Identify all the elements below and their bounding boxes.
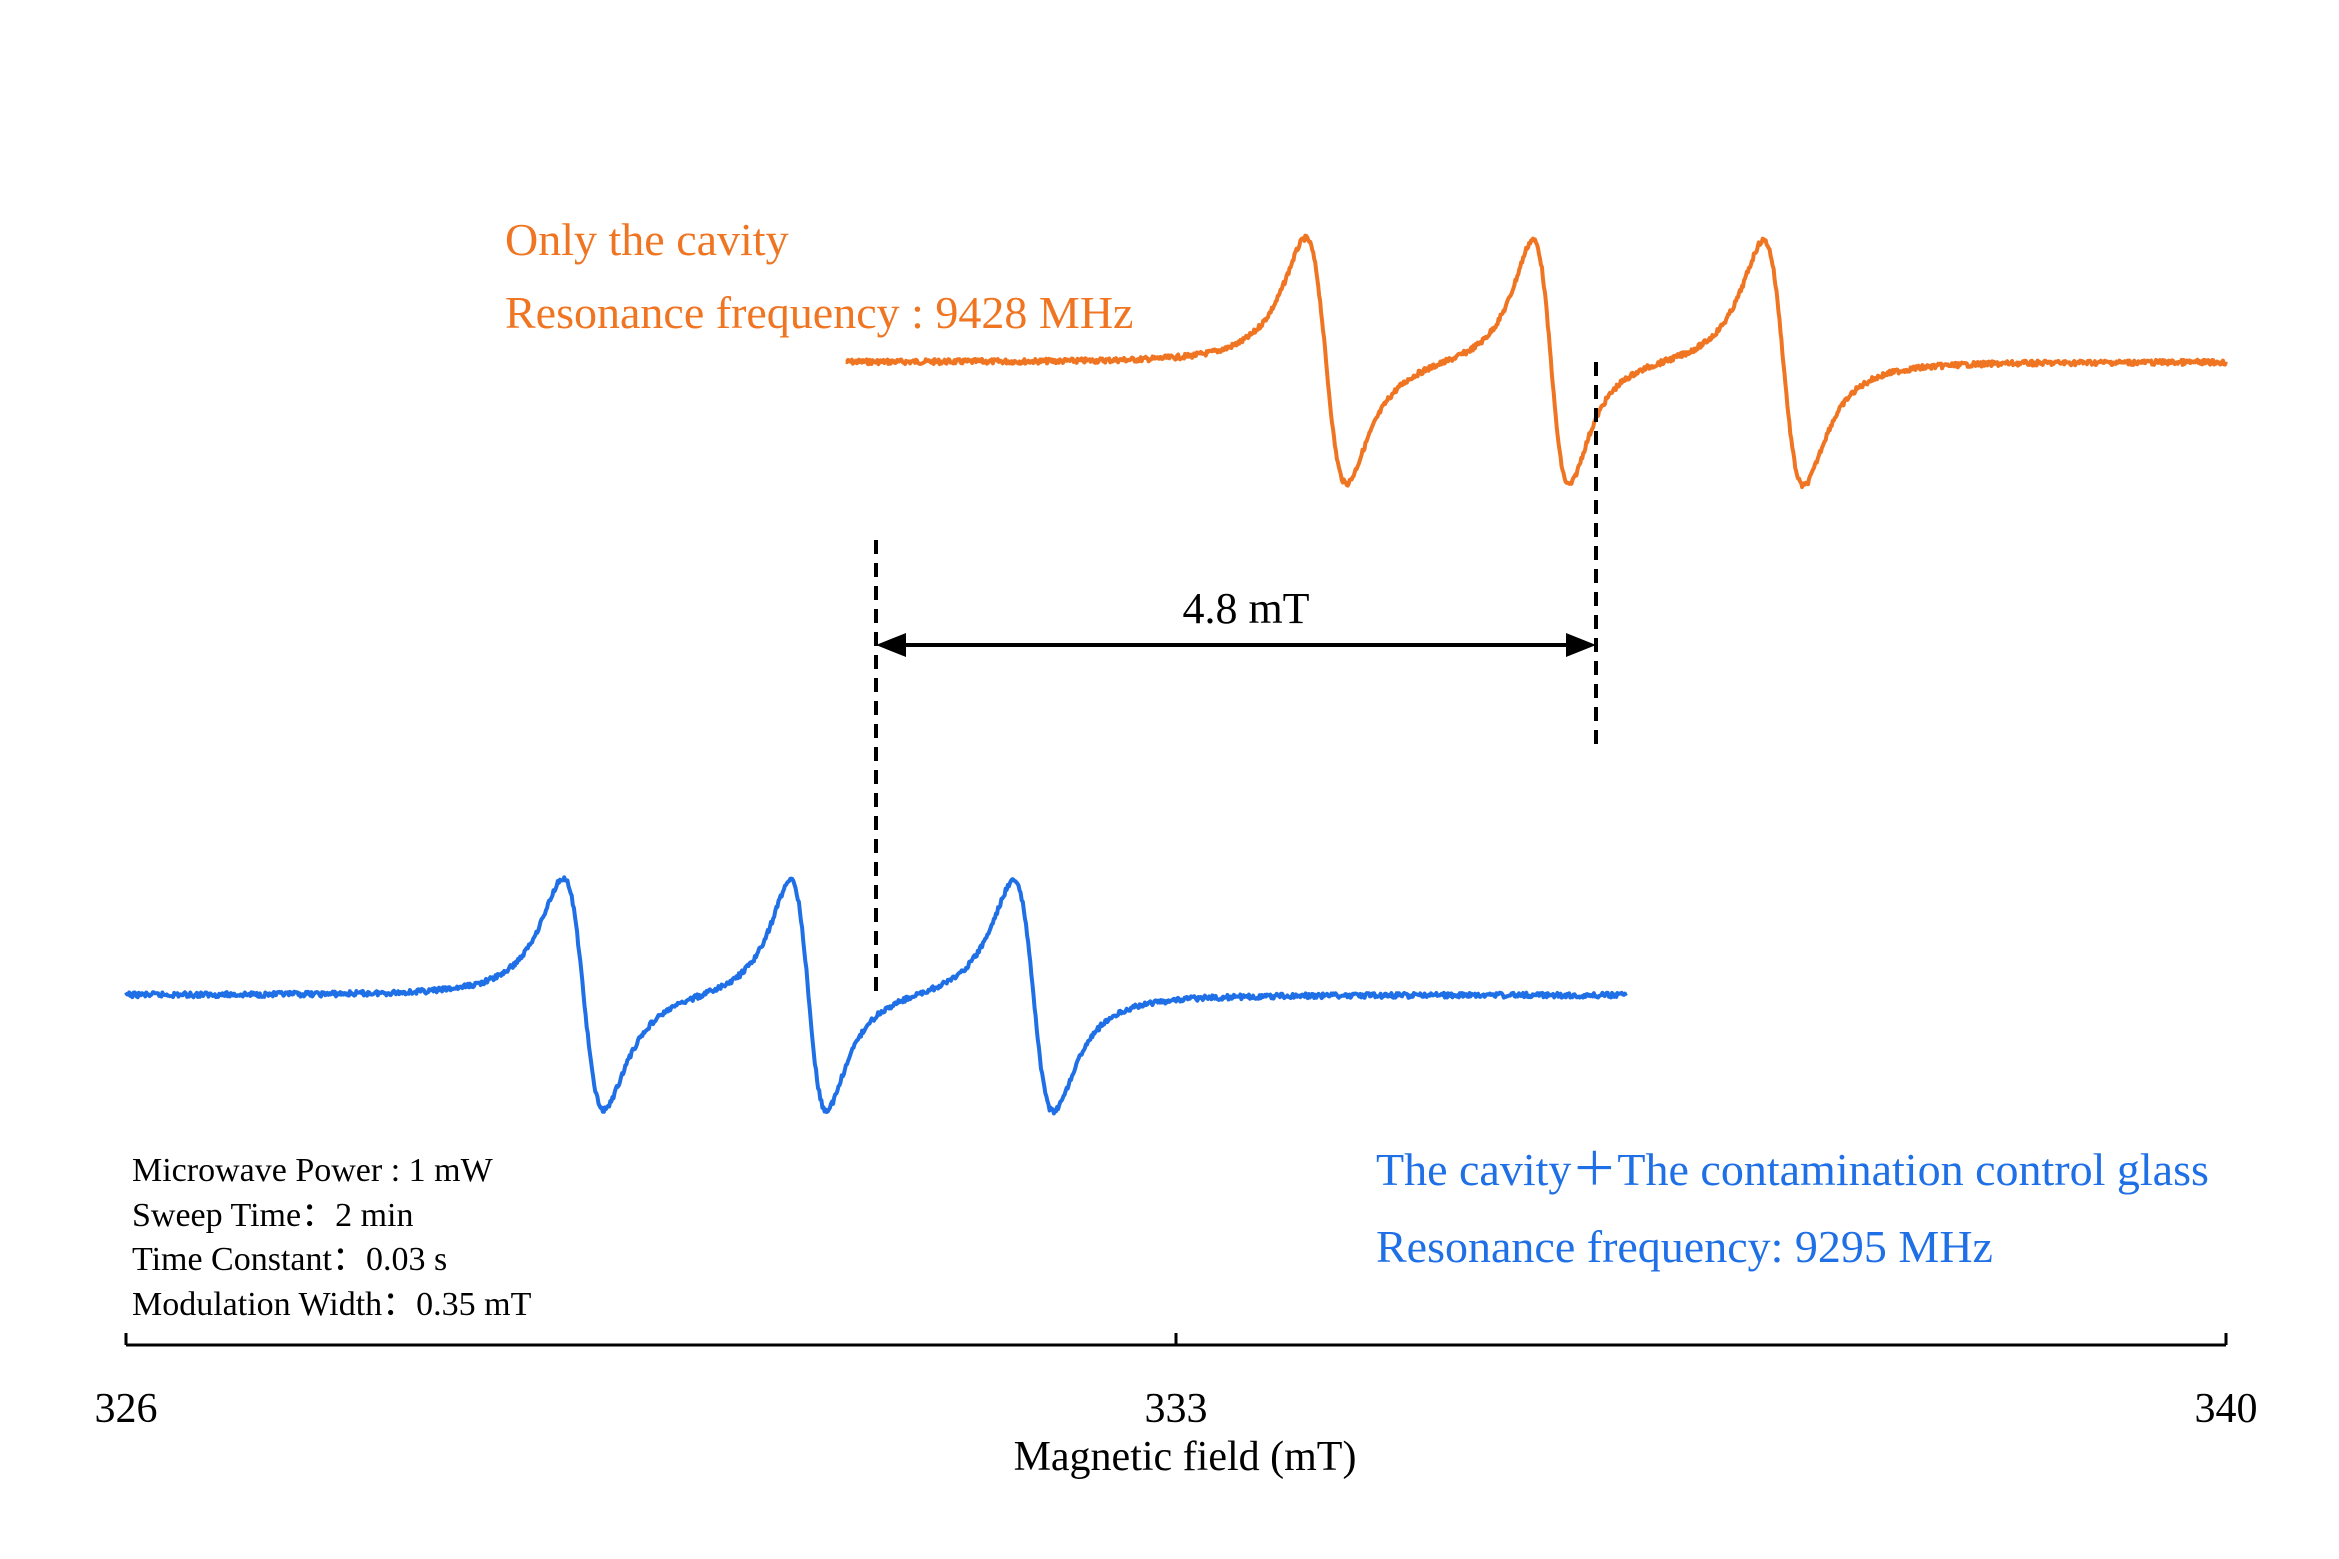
orange-legend-line2: Resonance frequency : 9428 MHz [505,287,1133,338]
x-tick-label: 326 [95,1386,158,1432]
shift-arrow-head-right [1566,633,1596,657]
condition-time-constant: Time Constant：0.03 s [132,1241,447,1278]
orange-legend-line1: Only the cavity [505,214,789,265]
blue-legend-line1: The cavity＋The contamination control gla… [1376,1144,2209,1195]
x-axis-label: Magnetic field (mT) [1014,1434,1357,1480]
spectrum-curves [124,233,2228,1116]
x-tick-label: 340 [2195,1386,2258,1432]
measurement-conditions: Microwave Power : 1 mW Sweep Time：2 min … [132,1152,532,1323]
condition-sweep-time: Sweep Time：2 min [132,1197,413,1234]
series-cavity-only-line [845,233,2228,490]
x-ticks: 326 333 340 [95,1333,2258,1432]
shift-arrow-head-left [876,633,906,657]
shift-annotation: 4.8 mT [874,362,1598,1000]
condition-microwave-power: Microwave Power : 1 mW [132,1152,494,1189]
series-cavity-glass-line [124,875,1628,1116]
condition-modulation-width: Modulation Width：0.35 mT [132,1286,532,1323]
blue-legend-line2: Resonance frequency: 9295 MHz [1376,1221,1993,1272]
shift-label: 4.8 mT [1182,584,1309,633]
x-tick-label: 333 [1145,1386,1208,1432]
